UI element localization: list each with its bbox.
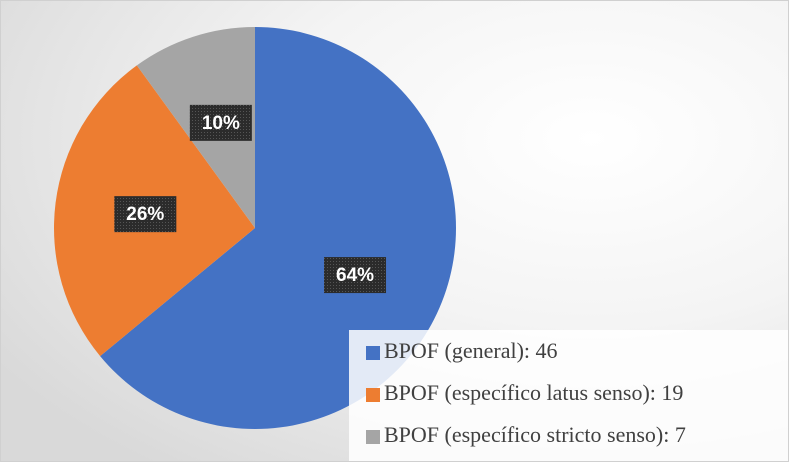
- data-label-box: [114, 196, 177, 233]
- legend-box: [349, 330, 788, 461]
- data-label: 26%: [126, 204, 164, 225]
- legend-label: BPOF (específico stricto senso): 7: [384, 422, 686, 447]
- legend-marker: [366, 346, 380, 360]
- data-label-box: [324, 257, 387, 294]
- data-label: 10%: [202, 113, 240, 134]
- legend-marker: [366, 430, 380, 444]
- pie-slice: [100, 27, 457, 430]
- data-label-box: [189, 104, 252, 141]
- legend-label: BPOF (general): 46: [384, 338, 558, 363]
- legend-marker: [366, 388, 380, 402]
- legend-label: BPOF (específico latus senso): 19: [384, 380, 683, 405]
- data-label: 64%: [336, 265, 374, 286]
